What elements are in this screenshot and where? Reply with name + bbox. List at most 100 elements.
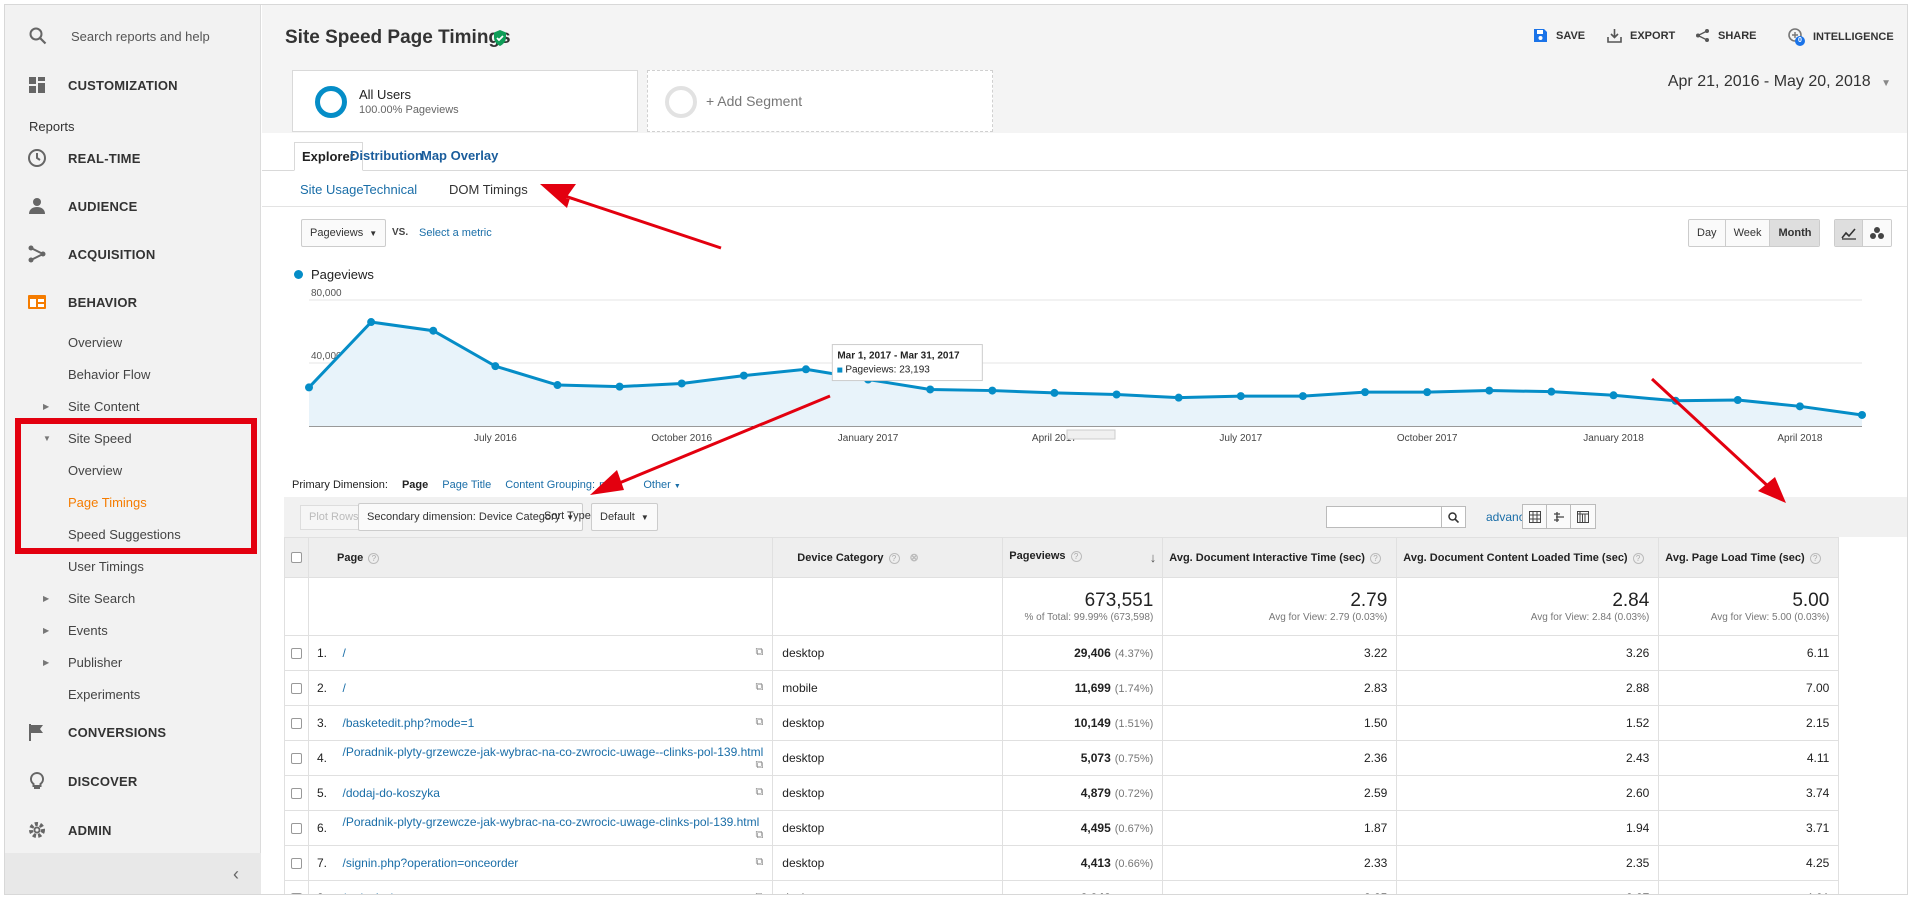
row-checkbox[interactable]	[291, 858, 302, 870]
granularity-week[interactable]: Week	[1725, 220, 1771, 246]
pivot-view-button[interactable]	[1571, 505, 1595, 528]
granularity-day[interactable]: Day	[1689, 220, 1726, 246]
help-icon[interactable]: ?	[1070, 551, 1082, 562]
row-page-link[interactable]: /Poradnik-plyty-grzewcze-jak-wybrac-na-c…	[342, 814, 760, 829]
nav-behavior-overview[interactable]: Overview	[68, 335, 123, 350]
nav-behavior-flow[interactable]: Behavior Flow	[68, 367, 151, 382]
row-checkbox[interactable]	[291, 893, 302, 894]
expand-triangle-icon[interactable]: ▶	[43, 594, 50, 603]
nav-speed-suggestions[interactable]: Speed Suggestions	[68, 527, 181, 542]
table-row[interactable]: 5./dodaj-do-koszyka ⧉ desktop 4,879 (0.72%) 2…	[284, 775, 1840, 811]
row-page-link[interactable]: /basketedit.php?mode=1	[342, 716, 475, 730]
nav-site-search[interactable]: Site Search	[68, 591, 136, 606]
nav-acquisition[interactable]: ACQUISITION	[5, 234, 261, 274]
open-page-icon[interactable]: ⧉	[755, 828, 764, 841]
collapse-triangle-icon[interactable]: ▼	[43, 434, 51, 443]
nav-experiments[interactable]: Experiments	[68, 687, 141, 702]
col-pageviews[interactable]: Pageviews? ↓	[1002, 537, 1164, 578]
help-icon[interactable]: ?	[1369, 552, 1381, 564]
intelligence-button[interactable]: 0 INTELLIGENCE	[1788, 28, 1894, 46]
table-search-input[interactable]	[1327, 507, 1441, 527]
open-page-icon[interactable]: ⧉	[755, 758, 764, 771]
select-all-checkbox[interactable]	[291, 552, 302, 564]
comparison-view-button[interactable]	[1547, 505, 1571, 528]
tab-map-overlay[interactable]: Map Overlay	[421, 148, 499, 163]
help-icon[interactable]: ?	[368, 552, 380, 564]
subtab-technical[interactable]: Technical	[363, 182, 418, 197]
nav-realtime[interactable]: REAL-TIME	[5, 138, 261, 178]
expand-triangle-icon[interactable]: ▶	[43, 402, 50, 411]
table-row[interactable]: 2. / ⧉ mobile 11,699 (1.74%) 2.83 2.88 7.00	[284, 670, 1840, 706]
row-checkbox[interactable]	[291, 753, 302, 765]
nav-events[interactable]: Events	[68, 623, 108, 638]
plot-rows-button[interactable]: Plot Rows	[300, 505, 368, 530]
nav-customization[interactable]: CUSTOMIZATION	[5, 65, 261, 105]
expand-triangle-icon[interactable]: ▶	[43, 626, 50, 635]
sort-type-select[interactable]: Default ▼	[591, 503, 658, 531]
date-range-picker[interactable]: Apr 21, 2016 - May 20, 2018 ▼	[1668, 73, 1891, 91]
nav-user-timings[interactable]: User Timings	[68, 559, 144, 574]
row-page-link[interactable]: /signin.php?operation=onceorder	[342, 856, 519, 870]
line-chart-button[interactable]	[1835, 220, 1863, 246]
secondary-dimension-select[interactable]: Secondary dimension: Device Category ▼	[358, 503, 584, 531]
row-checkbox[interactable]	[291, 823, 302, 835]
row-checkbox[interactable]	[291, 718, 302, 730]
open-page-icon[interactable]: ⧉	[755, 856, 764, 868]
open-page-icon[interactable]: ⧉	[755, 646, 764, 658]
nav-site-content[interactable]: Site Content	[68, 399, 140, 414]
help-icon[interactable]: ?	[1809, 552, 1821, 564]
row-page-link[interactable]: /order1.php	[343, 891, 404, 894]
nav-page-timings[interactable]: Page Timings	[68, 495, 147, 510]
granularity-month[interactable]: Month	[1770, 220, 1820, 246]
primary-dimension-content-grouping[interactable]: Content Grouping: no	[505, 479, 611, 491]
col-device-category[interactable]: Device Category? ⊗	[772, 537, 1004, 578]
sidebar-search[interactable]: Search reports and help	[5, 5, 261, 67]
col-page[interactable]: Page?	[307, 537, 774, 578]
table-row[interactable]: 7./signin.php?operation=onceorder ⧉ deskto…	[284, 845, 1840, 881]
sidebar-collapse-button[interactable]: ‹	[5, 853, 261, 894]
subtab-dom-timings[interactable]: DOM Timings	[449, 182, 528, 197]
help-icon[interactable]: ?	[1632, 552, 1644, 564]
data-table-view-button[interactable]	[1523, 505, 1547, 528]
primary-dimension-other[interactable]: Other ▼	[643, 479, 681, 491]
open-page-icon[interactable]: ⧉	[755, 681, 764, 693]
metric-select[interactable]: Pageviews ▼	[301, 219, 387, 247]
remove-dimension-icon[interactable]: ⊗	[909, 552, 919, 564]
table-row[interactable]: 4./Poradnik-plyty-grzewcze-jak-wybrac-na…	[284, 740, 1840, 776]
col-dom-interactive[interactable]: Avg. Document Interactive Time (sec)?	[1162, 537, 1398, 578]
row-checkbox[interactable]	[291, 788, 302, 800]
search-button[interactable]	[1441, 507, 1465, 527]
primary-dimension-page[interactable]: Page	[401, 479, 429, 491]
nav-site-speed[interactable]: Site Speed	[68, 431, 132, 446]
open-page-icon[interactable]: ⧉	[755, 716, 764, 728]
tab-distribution[interactable]: Distribution	[350, 148, 423, 163]
open-page-icon[interactable]: ⧉	[755, 891, 763, 894]
table-search[interactable]	[1326, 506, 1466, 528]
nav-site-speed-overview[interactable]: Overview	[68, 463, 123, 478]
table-row[interactable]: 6./Poradnik-plyty-grzewcze-jak-wybrac-na…	[284, 810, 1840, 846]
nav-admin[interactable]: ADMIN	[5, 810, 261, 850]
col-dom-content-loaded[interactable]: Avg. Document Content Loaded Time (sec)?	[1396, 537, 1660, 578]
sort-desc-arrow-icon[interactable]: ↓	[1149, 550, 1157, 565]
row-checkbox[interactable]	[291, 683, 302, 695]
tab-explorer[interactable]: Explorer	[294, 142, 363, 171]
row-page-link[interactable]: /	[342, 646, 346, 660]
row-page-link[interactable]: /dodaj-do-koszyka	[342, 786, 440, 800]
row-page-link[interactable]: /Poradnik-plyty-grzewcze-jak-wybrac-na-c…	[342, 744, 764, 759]
primary-dimension-page-title[interactable]: Page Title	[442, 479, 492, 491]
expand-triangle-icon[interactable]: ▶	[43, 658, 50, 667]
subtab-site-usage[interactable]: Site Usage	[300, 182, 364, 197]
row-page-link[interactable]: /	[342, 681, 346, 695]
table-row[interactable]: 8. /order1.php ⧉ desktop 3,942 (0.59%) 2.252.2…	[284, 880, 1840, 894]
nav-audience[interactable]: AUDIENCE	[5, 186, 261, 226]
table-row[interactable]: 3./basketedit.php?mode=1 ⧉ desktop 10,149 (1…	[284, 705, 1840, 741]
table-row[interactable]: 1. / ⧉ desktop 29,406 (4.37%) 3.22 3.26 6.11	[284, 635, 1840, 671]
help-icon[interactable]: ?	[888, 553, 900, 564]
motion-chart-button[interactable]	[1863, 220, 1891, 246]
share-button[interactable]: SHARE	[1695, 28, 1757, 43]
col-page-load[interactable]: Avg. Page Load Time (sec)?	[1658, 537, 1840, 578]
nav-behavior[interactable]: BEHAVIOR	[5, 282, 261, 322]
nav-conversions[interactable]: CONVERSIONS	[5, 712, 261, 752]
select-metric-link[interactable]: Select a metric	[419, 227, 492, 239]
segment-all-users[interactable]: All Users 100.00% Pageviews	[292, 70, 638, 132]
